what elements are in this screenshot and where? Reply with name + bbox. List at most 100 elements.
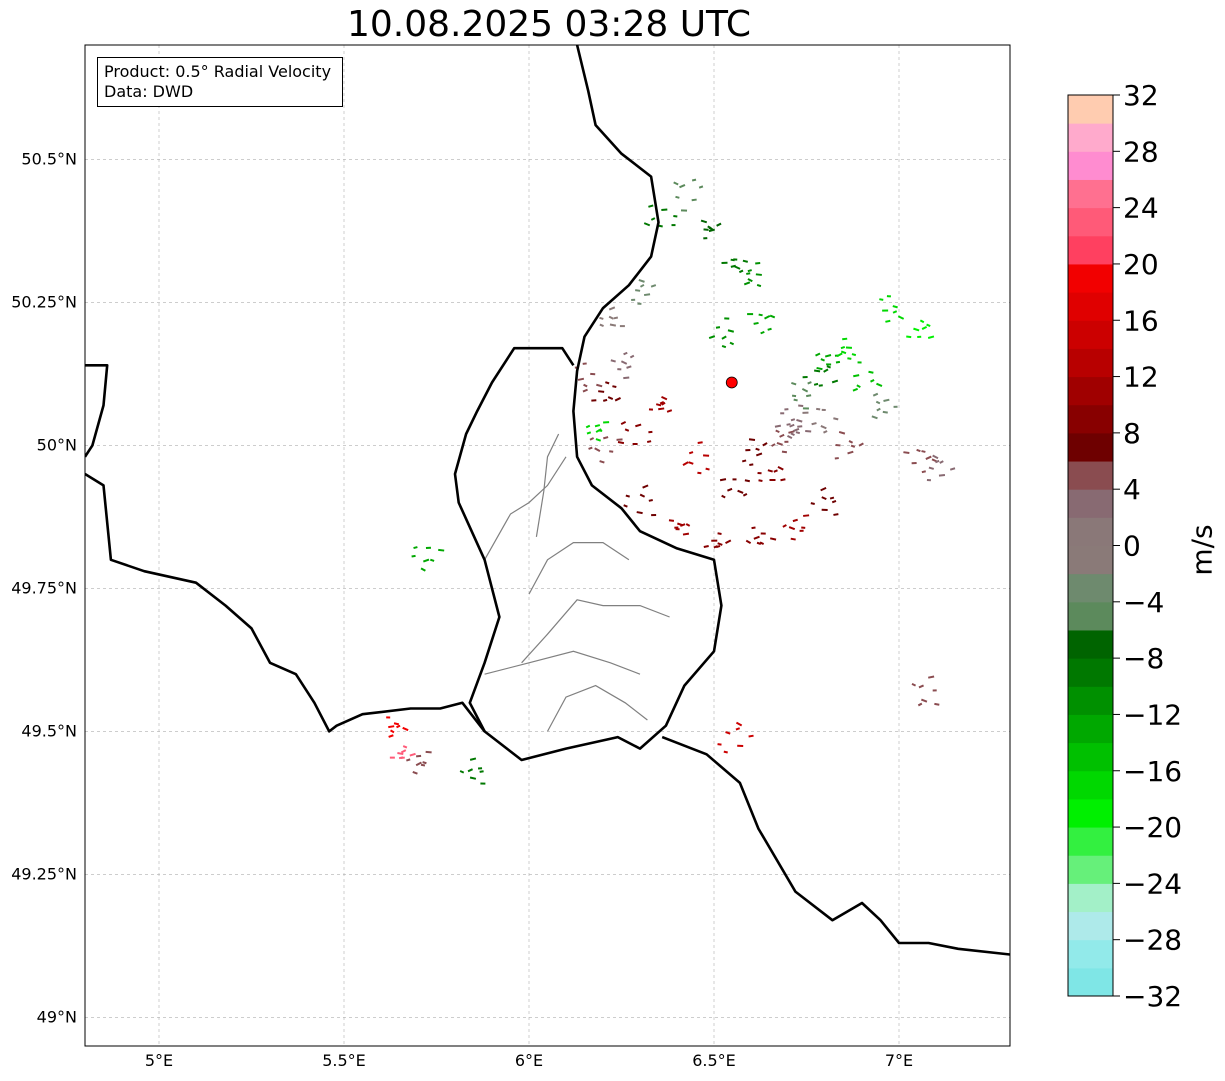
velocity-echo-pixel bbox=[879, 298, 884, 301]
velocity-echo-pixel bbox=[755, 262, 761, 265]
velocity-echo-pixel bbox=[413, 546, 418, 550]
velocity-echo-pixel bbox=[876, 407, 881, 412]
velocity-echo-pixel bbox=[631, 298, 636, 301]
velocity-echo-pixel bbox=[671, 224, 676, 227]
colorbar-tick-label: 0 bbox=[1123, 530, 1141, 563]
velocity-echo-pixel bbox=[928, 675, 935, 679]
velocity-echo-pixel bbox=[767, 327, 772, 331]
velocity-echo-pixel bbox=[422, 761, 427, 765]
velocity-echo-pixel bbox=[477, 767, 483, 770]
velocity-echo-pixel bbox=[725, 731, 731, 735]
colorbar-tick-label: −32 bbox=[1123, 980, 1182, 1013]
velocity-echo-pixel bbox=[745, 449, 751, 452]
colorbar-tick-label: 16 bbox=[1123, 304, 1159, 337]
lon-tick-label: 7°E bbox=[885, 1051, 913, 1070]
velocity-echo-pixel bbox=[932, 454, 939, 460]
velocity-echo-pixel bbox=[629, 354, 635, 359]
velocity-echo-pixel bbox=[624, 428, 630, 432]
velocity-echo-pixel bbox=[729, 341, 735, 346]
velocity-echo-pixel bbox=[651, 514, 657, 517]
velocity-echo-pixel bbox=[589, 437, 595, 441]
velocity-echo-pixel bbox=[697, 441, 703, 444]
country-border-line bbox=[85, 364, 109, 458]
velocity-echo-pixel bbox=[582, 362, 587, 365]
colorbar-tick-label: −20 bbox=[1123, 811, 1182, 844]
velocity-echo-pixel bbox=[608, 306, 616, 311]
velocity-echo-pixel bbox=[679, 523, 686, 527]
lat-tick-label: 50.25°N bbox=[11, 292, 77, 311]
velocity-echo-pixel bbox=[801, 387, 809, 393]
velocity-echo-pixel bbox=[815, 352, 821, 357]
velocity-echo-pixel bbox=[643, 293, 651, 297]
velocity-echo-pixel bbox=[389, 756, 395, 759]
velocity-echo-pixel bbox=[648, 408, 654, 411]
velocity-echo-pixel bbox=[599, 460, 605, 464]
velocity-echo-pixel bbox=[469, 776, 477, 780]
velocity-echo-pixel bbox=[805, 429, 812, 433]
admin-boundary-line bbox=[528, 542, 630, 595]
velocity-echo-pixel bbox=[719, 478, 727, 482]
velocity-echo-pixel bbox=[469, 757, 477, 761]
velocity-echo-pixel bbox=[598, 390, 605, 393]
velocity-echo-pixel bbox=[892, 310, 898, 314]
product-label: Product: 0.5° Radial Velocity bbox=[104, 62, 332, 81]
velocity-echo-pixel bbox=[810, 502, 815, 505]
velocity-echo-pixel bbox=[708, 335, 716, 340]
velocity-echo-pixel bbox=[762, 442, 768, 447]
velocity-echo-pixel bbox=[721, 335, 727, 340]
product-info-box: Product: 0.5° Radial Velocity Data: DWD bbox=[97, 57, 343, 107]
velocity-echo-pixel bbox=[848, 440, 854, 444]
velocity-echo-pixel bbox=[607, 396, 614, 400]
velocity-echo-pixel bbox=[773, 469, 778, 473]
velocity-echo-pixel bbox=[594, 447, 601, 453]
velocity-echo-pixel bbox=[707, 225, 712, 230]
colorbar-segment bbox=[1068, 179, 1113, 209]
velocity-echo-pixel bbox=[416, 754, 422, 758]
velocity-echo-pixel bbox=[412, 770, 418, 775]
velocity-echo-pixel bbox=[625, 494, 630, 498]
velocity-echo-pixel bbox=[872, 392, 879, 397]
velocity-echo-pixel bbox=[648, 204, 654, 208]
velocity-echo-pixel bbox=[842, 337, 848, 341]
lat-tick-label: 49.25°N bbox=[11, 864, 77, 883]
velocity-echo-pixel bbox=[415, 761, 422, 767]
velocity-echo-pixel bbox=[782, 524, 787, 528]
colorbar-units: m/s bbox=[1182, 520, 1222, 580]
velocity-echo-pixel bbox=[422, 558, 430, 563]
velocity-echo-pixel bbox=[897, 315, 905, 320]
velocity-echo-pixel bbox=[826, 363, 832, 366]
velocity-echo-pixel bbox=[480, 782, 486, 785]
country-border-line bbox=[85, 45, 723, 762]
admin-boundary-line bbox=[484, 650, 641, 675]
radar-site-marker bbox=[725, 376, 738, 389]
admin-boundary-line bbox=[535, 433, 560, 537]
colorbar-tick-label: 32 bbox=[1123, 79, 1159, 112]
velocity-echo-pixel bbox=[925, 455, 932, 460]
velocity-echo-pixel bbox=[755, 452, 763, 457]
velocity-echo-pixel bbox=[786, 423, 791, 426]
lat-tick-label: 49.5°N bbox=[21, 721, 77, 740]
colorbar-segment bbox=[1068, 855, 1113, 884]
colorbar-tick-label: −4 bbox=[1123, 586, 1164, 619]
velocity-echo-pixel bbox=[781, 450, 788, 454]
admin-boundaries bbox=[484, 433, 670, 732]
velocity-echo-pixel bbox=[659, 401, 665, 405]
velocity-echo-pixel bbox=[723, 750, 728, 754]
admin-boundary-line bbox=[546, 684, 648, 732]
velocity-echo-pixel bbox=[811, 422, 817, 426]
velocity-echo-pixel bbox=[818, 384, 823, 387]
velocity-echo-pixel bbox=[856, 384, 861, 389]
velocity-echo-pixel bbox=[851, 353, 857, 357]
velocity-echo-pixel bbox=[796, 418, 803, 423]
velocity-echo-pixel bbox=[949, 467, 956, 471]
colorbar-tick-label: 20 bbox=[1123, 248, 1159, 281]
colorbar-segment bbox=[1068, 573, 1113, 603]
velocity-echo-pixel bbox=[787, 434, 793, 439]
velocity-echo-pixel bbox=[396, 724, 401, 729]
velocity-echo-pixel bbox=[658, 407, 665, 411]
velocity-echo-pixel bbox=[769, 537, 777, 541]
velocity-echo-pixel bbox=[741, 459, 747, 463]
velocity-echo-pixel bbox=[926, 323, 931, 328]
colorbar-segment bbox=[1068, 151, 1113, 180]
velocity-echo-pixel bbox=[911, 461, 917, 465]
